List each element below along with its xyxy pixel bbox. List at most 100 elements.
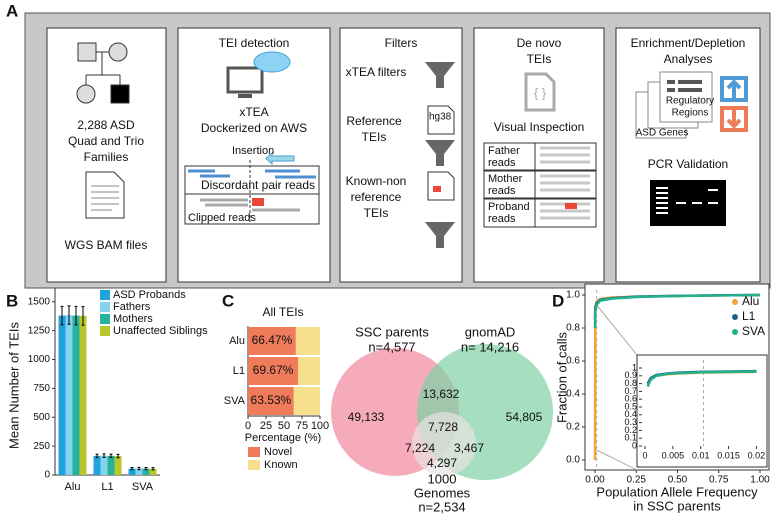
x-tick-label: 0.25: [627, 475, 647, 486]
row-label: Proband: [488, 201, 530, 213]
y-tick-label: 0.7: [624, 386, 637, 396]
bar-segment: [248, 327, 296, 355]
region-label: 54,805: [506, 410, 543, 424]
box-text: reference: [351, 190, 402, 204]
funnel-icon: [425, 62, 455, 248]
y-tick-label: 1250: [28, 325, 51, 336]
box-text: hg38: [429, 112, 452, 123]
x-tick-label: L1: [101, 481, 113, 493]
y-tick-label: 0.5: [624, 401, 637, 411]
guide: [596, 304, 638, 356]
box-text: 2,288 ASD: [77, 118, 135, 132]
legend-label: Unaffected Siblings: [113, 325, 208, 337]
box-title: TEIs: [527, 52, 552, 66]
legend-marker: [732, 314, 738, 320]
box-text: xTEA: [239, 105, 268, 119]
legend-label: L1: [742, 309, 756, 323]
error-bar: [95, 453, 99, 459]
bar: [58, 315, 66, 475]
box-text: Insertion: [232, 145, 274, 157]
value-label: 66.47%: [252, 333, 293, 347]
value-label: 69.67%: [253, 363, 294, 377]
set-name: 1000: [428, 471, 457, 486]
bar: [100, 455, 108, 475]
row-label: reads: [488, 213, 516, 225]
legend-label: Alu: [742, 294, 759, 308]
y-tick-label: 0.8: [624, 378, 637, 388]
y-tick-label: 0.8: [566, 323, 580, 334]
icon: { }: [534, 85, 547, 100]
x-tick-label: 1.00: [750, 475, 770, 486]
legend-label: Mothers: [113, 313, 153, 325]
error-bar: [116, 453, 120, 459]
box-text: PCR Validation: [648, 157, 728, 171]
box: [46, 27, 167, 283]
box-caption: WGS BAM files: [65, 238, 148, 252]
y-tick-label: L1: [233, 365, 245, 377]
bar: [128, 468, 136, 475]
set-name: Genomes: [414, 485, 471, 500]
error-bar: [109, 453, 113, 459]
set-size: n=4,577: [368, 339, 415, 354]
y-tick-label: Alu: [229, 335, 245, 347]
arrows-icon: [720, 76, 748, 132]
error-bar: [102, 453, 106, 458]
box-title: Enrichment/Depletion: [631, 36, 746, 50]
x-tick-label: SVA: [132, 481, 154, 493]
y-tick-label: 0.3: [624, 417, 637, 427]
bar: [72, 315, 80, 475]
box-text: Visual Inspection: [494, 120, 585, 134]
box: [615, 27, 761, 283]
insertion-mark: [565, 203, 577, 209]
error-bar: [137, 466, 141, 471]
error-bar: [60, 305, 64, 326]
y-tick-label: 500: [33, 412, 50, 423]
y-tick-label: 0.4: [566, 389, 580, 400]
x-axis-label: Percentage (%): [245, 432, 321, 444]
panel-label: B: [6, 291, 18, 310]
box-text: TEIs: [362, 130, 387, 144]
set-circle: [412, 412, 476, 476]
chart-title: All TEIs: [262, 305, 303, 319]
y-tick-label: 0.1: [624, 433, 637, 443]
pedigree-icon: [76, 42, 130, 104]
x-tick-label: 0.01: [692, 450, 710, 460]
panel-label: D: [552, 291, 564, 310]
box-title: Filters: [385, 36, 418, 50]
region-label: 49,133: [348, 410, 385, 424]
arrow: [265, 151, 295, 166]
bar: [79, 315, 87, 475]
box-title: Analyses: [664, 52, 713, 66]
bar-segment: [298, 357, 320, 385]
row-label: reads: [488, 185, 516, 197]
code-icon: [524, 72, 556, 112]
legend-swatch: [100, 314, 110, 324]
x-tick-label: 75: [296, 420, 308, 432]
y-tick-label: 750: [33, 383, 50, 394]
legend-label: Novel: [264, 446, 292, 458]
y-tick-label: 1500: [28, 296, 51, 307]
y-tick-label: 0.6: [624, 394, 637, 404]
error-bar: [74, 305, 78, 326]
error-bar: [151, 467, 155, 471]
x-tick-label: 0.02: [748, 450, 766, 460]
document-icon: [85, 171, 125, 219]
y-tick-label: 0.0: [566, 455, 580, 466]
series-line: [593, 293, 761, 329]
box-text: xTEA filters: [346, 65, 407, 79]
panel-a: A 2,288 ASD Quad and Trio Families WGS B…: [6, 1, 771, 289]
y-tick-label: SVA: [224, 395, 246, 407]
reads-illustration: [184, 160, 320, 225]
legend-swatch: [248, 447, 260, 457]
x-axis-label: Population Allele Frequency: [596, 484, 758, 499]
y-tick-label: 0: [632, 440, 637, 450]
x-tick-label: 0: [642, 450, 647, 460]
y-tick-label: 1.0: [566, 290, 580, 301]
box-text: ASD Genes: [636, 128, 689, 139]
computer-cloud-icon: [226, 51, 291, 98]
box-text: Families: [84, 150, 129, 164]
legend-marker: [732, 299, 738, 305]
x-tick-label: 0.00: [585, 475, 605, 486]
set-name: SSC parents: [355, 324, 429, 339]
